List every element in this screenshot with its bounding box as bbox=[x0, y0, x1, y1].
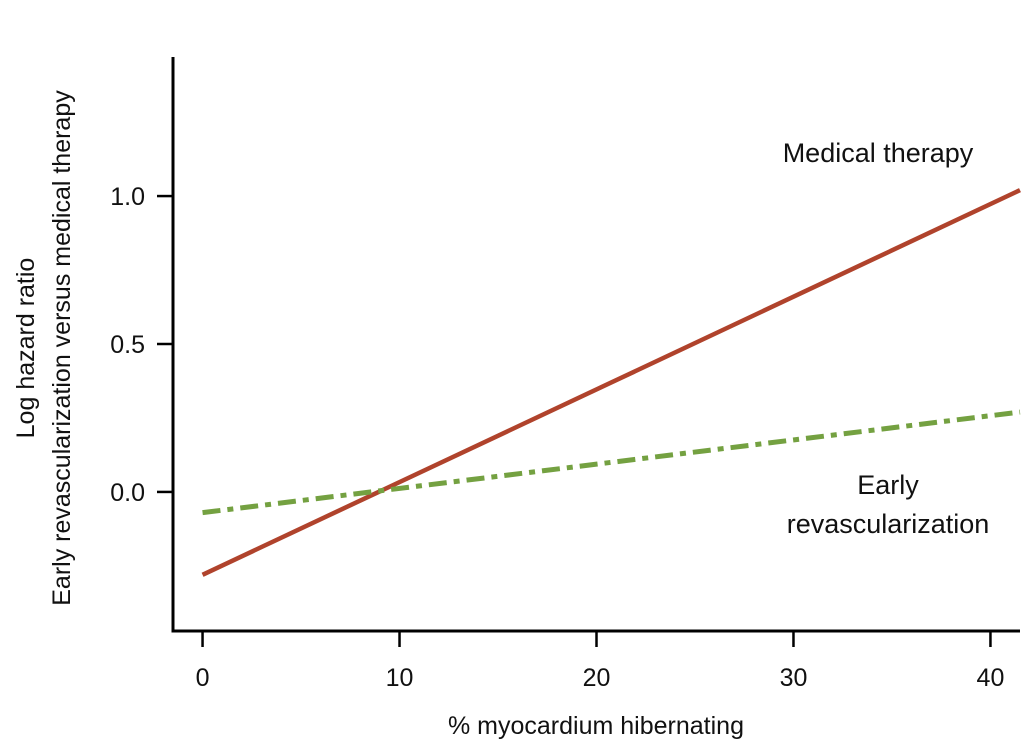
axes bbox=[157, 57, 1020, 647]
series-group bbox=[201, 188, 1021, 577]
y-axis-label-line2: Early revascularization versus medical t… bbox=[48, 90, 76, 606]
y-tick-label: 0.5 bbox=[110, 331, 145, 359]
series-line-medical-therapy bbox=[201, 188, 1021, 577]
x-tick-label: 10 bbox=[386, 664, 414, 692]
annotation-medical-therapy: Medical therapy bbox=[783, 138, 974, 168]
y-tick-label: 0.0 bbox=[110, 479, 145, 507]
y-tick-label: 1.0 bbox=[110, 183, 145, 211]
x-axis-label: % myocardium hibernating bbox=[448, 712, 744, 740]
series-line-early-revascularization bbox=[202, 409, 1021, 516]
annotation-early-revascularization-line1: Early bbox=[857, 470, 919, 500]
labels-group: 0 10 20 30 40 0.0 0.5 1.0 Medical therapy Early re… bbox=[12, 90, 1004, 740]
x-tick-label: 30 bbox=[780, 664, 808, 692]
annotation-early-revascularization-line2: revascularization bbox=[787, 509, 990, 539]
x-tick-label: 20 bbox=[583, 664, 611, 692]
x-tick-label: 0 bbox=[196, 664, 210, 692]
y-axis-label-line1: Log hazard ratio bbox=[12, 258, 40, 439]
x-tick-label: 40 bbox=[977, 664, 1005, 692]
